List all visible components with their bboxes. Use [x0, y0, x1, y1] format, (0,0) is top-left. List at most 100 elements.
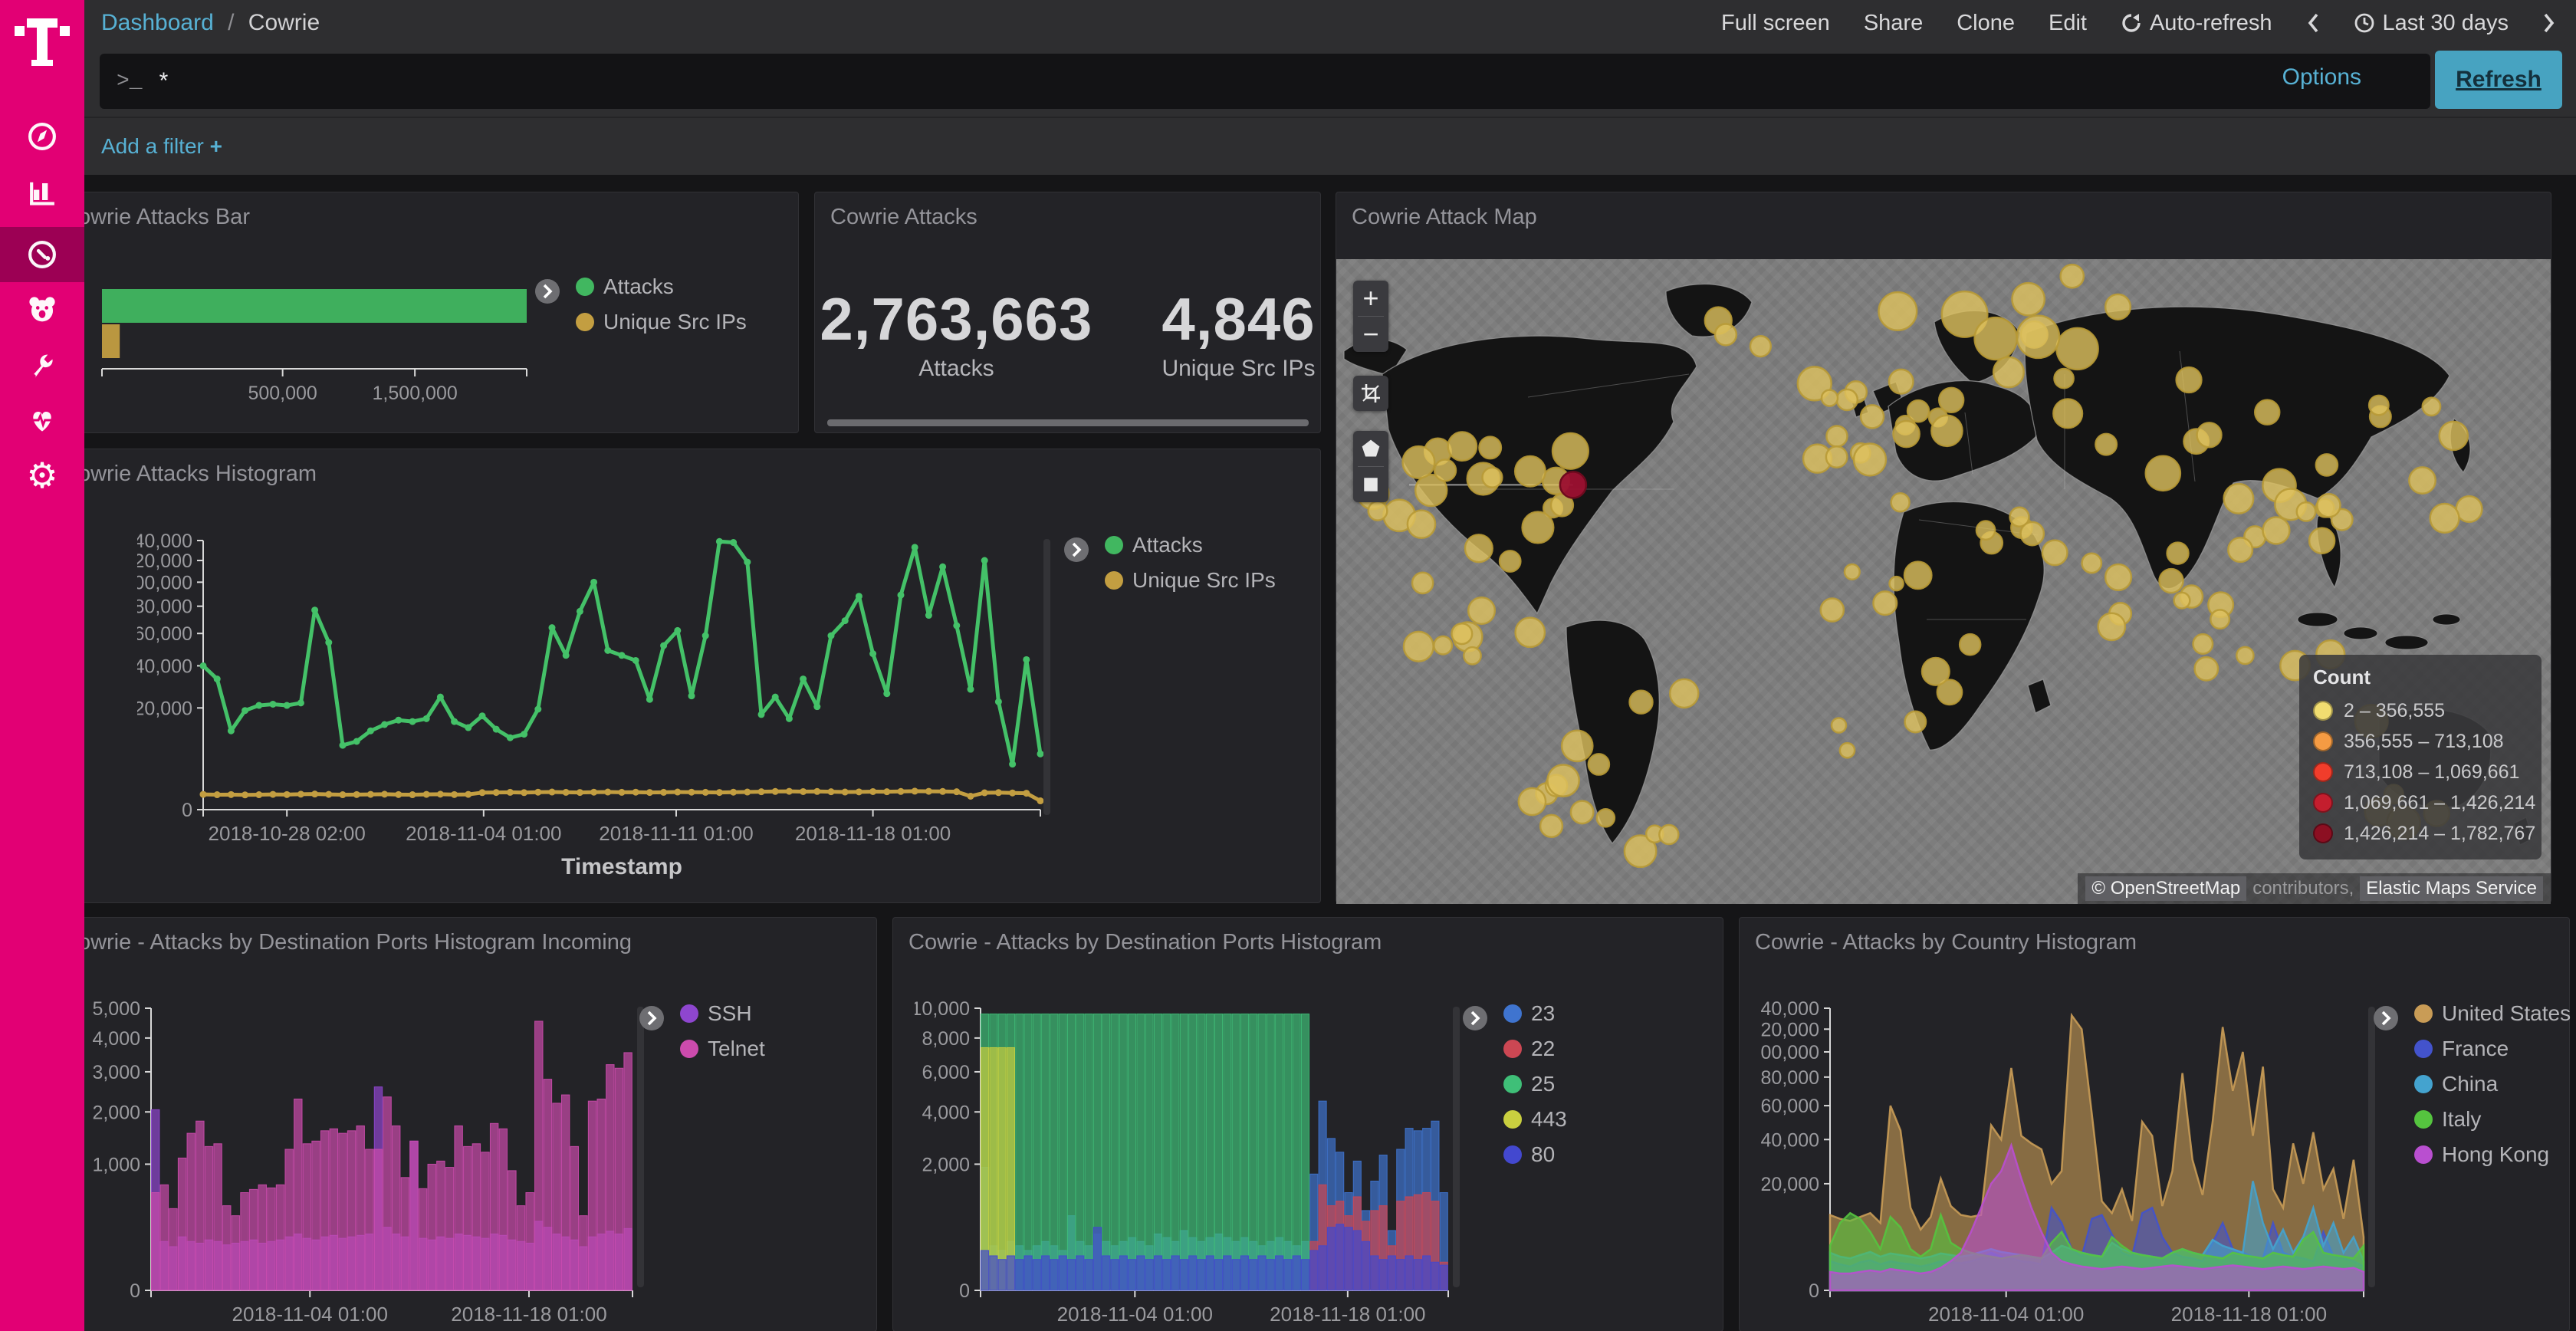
legend-item[interactable]: SSH — [680, 996, 765, 1031]
svg-text:140,000: 140,000 — [1761, 999, 1819, 1020]
map-legend-item: 2 – 356,555 — [2313, 695, 2528, 726]
legend-toggle-button[interactable] — [639, 1005, 665, 1031]
legend-item[interactable]: France — [2414, 1031, 2571, 1066]
svg-text:120,000: 120,000 — [1761, 1019, 1819, 1040]
t-mobile-logo[interactable] — [10, 9, 74, 74]
svg-text:0: 0 — [182, 800, 192, 821]
svg-text:5,000: 5,000 — [92, 999, 140, 1020]
ports-incoming-chart[interactable]: 0 1,000 2,000 3,000 4,000 5,000 2018-11-04 01:… — [91, 998, 643, 1331]
full-screen-button[interactable]: Full screen — [1720, 10, 1830, 35]
openstreetmap-link[interactable]: © OpenStreetMap — [2085, 876, 2247, 901]
refresh-button[interactable]: Refresh — [2435, 51, 2562, 109]
plus-icon: + — [209, 134, 222, 158]
svg-text:2018-10-28 02:00: 2018-10-28 02:00 — [209, 822, 366, 845]
legend-item[interactable]: Hong Kong — [2414, 1137, 2571, 1172]
legend-item[interactable]: 80 — [1503, 1137, 1567, 1172]
legend-item[interactable]: United States — [2414, 996, 2571, 1031]
clone-button[interactable]: Clone — [1957, 10, 2015, 35]
legend-toggle-button[interactable] — [1063, 537, 1089, 563]
sidebar-item-management[interactable]: ⚙ — [0, 448, 84, 503]
legend-item[interactable]: Italy — [2414, 1102, 2571, 1137]
legend-item[interactable]: 23 — [1503, 996, 1567, 1031]
panel-attacks-metric: Cowrie Attacks 2,763,663 Attacks 4,846 U… — [814, 192, 1321, 433]
svg-text:3,000: 3,000 — [92, 1062, 140, 1083]
sidebar-item-dev-tools[interactable] — [0, 337, 84, 393]
legend: Attacks Unique Src IPs — [576, 269, 747, 340]
country-histogram-chart[interactable]: 0 20,000 40,000 60,000 80,000 100,000120,0001… — [1750, 998, 2374, 1331]
legend-item[interactable]: 443 — [1503, 1102, 1567, 1137]
map-attribution: © OpenStreetMap contributors, Elastic Ma… — [2078, 873, 2551, 904]
attack-map[interactable]: + − — [1336, 259, 2551, 904]
legend-item[interactable]: Unique Src IPs — [576, 304, 747, 340]
panel-ports-incoming: Cowrie - Attacks by Destination Ports Hi… — [46, 917, 877, 1331]
wrench-icon — [31, 354, 53, 379]
map-legend-item: 356,555 – 713,108 — [2313, 726, 2528, 757]
auto-refresh-button[interactable]: Auto-refresh — [2121, 11, 2272, 36]
legend-item[interactable]: Attacks — [576, 269, 747, 304]
svg-text:2018-11-04 01:00: 2018-11-04 01:00 — [232, 1303, 388, 1326]
legend-toggle-button[interactable] — [534, 278, 560, 304]
panel-ports-histogram: Cowrie - Attacks by Destination Ports Hi… — [892, 917, 1723, 1331]
sidebar-item-dashboard[interactable] — [0, 227, 84, 282]
refresh-cycle-icon — [2122, 14, 2141, 32]
sidebar-item-app-bear[interactable] — [0, 282, 84, 337]
svg-text:0: 0 — [130, 1280, 140, 1302]
svg-text:2018-11-11 01:00: 2018-11-11 01:00 — [599, 822, 753, 845]
svg-text:60,000: 60,000 — [1761, 1096, 1819, 1117]
svg-text:1,000: 1,000 — [92, 1154, 140, 1175]
metric-label: Unique Src IPs — [1162, 356, 1316, 381]
legend-item[interactable]: 25 — [1503, 1066, 1567, 1102]
elastic-maps-service-link[interactable]: Elastic Maps Service — [2360, 876, 2543, 901]
map-legend-item: 1,426,214 – 1,782,767 — [2313, 818, 2535, 849]
svg-text:2,000: 2,000 — [92, 1102, 140, 1123]
panel-title: Cowrie Attack Map — [1352, 205, 1537, 229]
legend-item[interactable]: Attacks — [1105, 527, 1276, 563]
legend-toggle-button[interactable] — [2373, 1005, 2399, 1031]
vertical-scrollbar[interactable] — [1043, 539, 1050, 815]
sidebar-item-monitoring[interactable] — [0, 393, 84, 448]
crop-fit-button[interactable] — [1353, 376, 1388, 411]
horizontal-scrollbar[interactable] — [827, 419, 1309, 426]
panel-country-histogram: Cowrie - Attacks by Country Histogram 0 2… — [1739, 917, 2571, 1331]
t-logo-icon — [15, 18, 70, 66]
breadcrumb-current: Cowrie — [248, 10, 320, 35]
time-forward-button[interactable] — [2542, 12, 2556, 35]
draw-rectangle-button[interactable] — [1353, 467, 1388, 502]
legend-item[interactable]: Telnet — [680, 1031, 765, 1066]
ports-histogram-chart[interactable]: 0 2,000 4,000 6,000 8,000 10,000 2018-11-04 01… — [912, 998, 1459, 1331]
svg-text:1,500,000: 1,500,000 — [373, 383, 458, 404]
attacks-histogram-chart[interactable]: 0 20,000 40,000 60,000 80,000 100,000120,0001… — [123, 530, 1050, 894]
panel-title: Cowrie - Attacks by Destination Ports Hi… — [62, 930, 632, 955]
sidebar-item-visualize[interactable] — [0, 164, 84, 219]
legend-item[interactable]: China — [2414, 1066, 2571, 1102]
legend-toggle-button[interactable] — [1462, 1005, 1488, 1031]
legend: United States France China Italy Hong Ko… — [2414, 996, 2571, 1172]
search-input[interactable]: >_ * — [100, 54, 2430, 109]
time-picker-button[interactable]: Last 30 days — [2354, 11, 2509, 36]
legend-item[interactable]: Unique Src IPs — [1105, 563, 1276, 598]
world-map — [1343, 263, 2533, 869]
draw-polygon-button[interactable] — [1353, 431, 1388, 466]
vertical-scrollbar[interactable] — [2368, 1007, 2375, 1287]
sidebar-item-discover[interactable] — [0, 109, 84, 164]
zoom-in-button[interactable]: + — [1362, 282, 1379, 314]
svg-text:80,000: 80,000 — [137, 596, 192, 618]
legend: Attacks Unique Src IPs — [1105, 527, 1276, 598]
polygon-icon — [1362, 439, 1380, 457]
vertical-scrollbar[interactable] — [637, 1007, 644, 1287]
add-filter-link[interactable]: Add a filter + — [101, 134, 222, 158]
crop-icon — [1362, 384, 1380, 403]
legend-item[interactable]: 22 — [1503, 1031, 1567, 1066]
options-link[interactable]: Options — [2282, 64, 2361, 90]
attacks-bar-chart[interactable]: 500,000 1,500,000 — [100, 284, 530, 407]
share-button[interactable]: Share — [1863, 10, 1924, 35]
zoom-out-button[interactable]: − — [1362, 318, 1379, 350]
breadcrumb-dashboard-link[interactable]: Dashboard — [101, 10, 214, 35]
svg-text:500,000: 500,000 — [248, 383, 317, 404]
map-zoom-controls: + − — [1353, 281, 1388, 352]
vertical-scrollbar[interactable] — [1453, 1007, 1460, 1287]
edit-button[interactable]: Edit — [2048, 10, 2087, 35]
breadcrumb: Dashboard / Cowrie — [101, 10, 320, 36]
time-back-button[interactable] — [2306, 12, 2320, 35]
svg-text:0: 0 — [1809, 1280, 1819, 1302]
